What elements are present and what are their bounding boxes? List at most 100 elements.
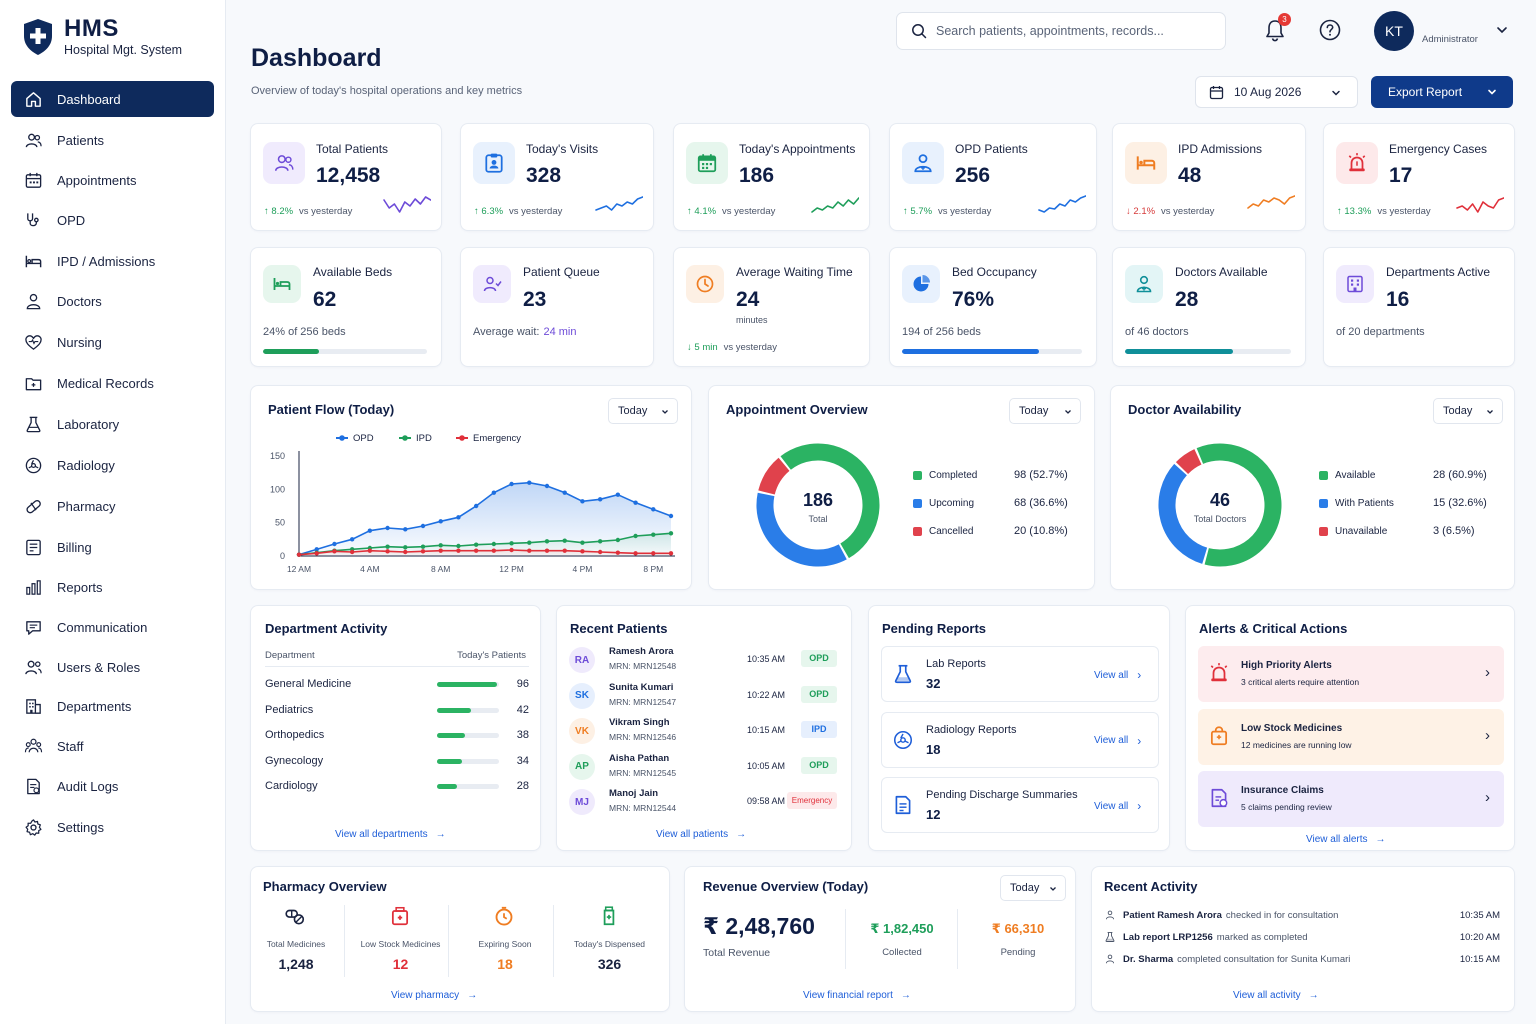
view-all-link[interactable]: View all › <box>1094 668 1141 682</box>
sidebar-item-reports[interactable]: Reports <box>11 569 214 605</box>
sidebar-item-nursing[interactable]: Nursing <box>11 324 214 360</box>
pharmacy-stat[interactable]: Low Stock Medicines 12 <box>343 897 458 977</box>
sidebar-item-appointments[interactable]: Appointments <box>11 162 214 198</box>
kpi-card-4[interactable]: IPD Admissions 48 ↓ 2.1% vs yesterday <box>1112 123 1306 231</box>
report-item[interactable]: Pending Discharge Summaries 12 View all › <box>881 777 1159 833</box>
list-item[interactable]: SK Sunita Kumari MRN: MRN12547 10:22 AM OPD <box>569 680 841 714</box>
view-financial-report-link[interactable]: View financial report → <box>803 990 911 1001</box>
activity-item[interactable]: Dr. Sharma completed consultation for Sun… <box>1104 952 1500 972</box>
kpi-value: 17 <box>1389 164 1413 187</box>
list-item[interactable]: VK Vikram Singh MRN: MRN12546 10:15 AM IPD <box>569 715 841 749</box>
stat-card-2[interactable]: Average Waiting Time 24 minutes ↓ 5 min vs y… <box>673 247 870 367</box>
app-logo[interactable]: HMS Hospital Mgt. System <box>22 16 182 57</box>
search-input[interactable]: Search patients, appointments, records..… <box>896 12 1226 50</box>
report-item[interactable]: Lab Reports 32 View all › <box>881 646 1159 702</box>
sidebar-item-audit-logs[interactable]: Audit Logs <box>11 768 214 804</box>
stat-card-5[interactable]: Departments Active 16 of 20 departments <box>1323 247 1515 367</box>
sidebar-item-users-roles[interactable]: Users & Roles <box>11 649 214 685</box>
activity-item[interactable]: Lab report LRP1256 marked as completed 10:… <box>1104 930 1500 950</box>
pharmacy-stat[interactable]: Total Medicines 1,248 <box>239 897 353 975</box>
activity-desc: completed consultation for Sunita Kumari <box>1177 954 1351 965</box>
report-item[interactable]: Radiology Reports 18 View all › <box>881 711 1159 768</box>
kpi-card-3[interactable]: OPD Patients 256 ↑ 5.7% vs yesterday <box>889 123 1097 231</box>
table-row[interactable]: Orthopedics 38 <box>265 727 529 747</box>
list-item[interactable]: MJ Manoj Jain MRN: MRN12544 09:58 AM Emergen… <box>569 786 841 820</box>
alert-item[interactable]: Insurance Claims 5 claims pending review › <box>1198 771 1504 827</box>
doctor-range-select[interactable]: Today <box>1433 398 1503 424</box>
stat-card-1[interactable]: Patient Queue 23 Average wait: 24 min <box>460 247 654 367</box>
legend-swatch <box>1319 471 1328 480</box>
pills-icon <box>284 905 306 930</box>
activity-item[interactable]: Patient Ramesh Arora checked in for consu… <box>1104 908 1500 928</box>
revenue-range-select[interactable]: Today <box>1000 875 1066 901</box>
data-point <box>580 540 585 545</box>
stat-card-4[interactable]: Doctors Available 28 of 46 doctors <box>1112 247 1306 367</box>
kpi-label: IPD Admissions <box>1178 142 1263 156</box>
kpi-card-2[interactable]: Today's Appointments 186 ↑ 4.1% vs yesterda… <box>673 123 870 231</box>
activity-bar <box>437 733 499 738</box>
date-value: 10 Aug 2026 <box>1234 85 1302 99</box>
view-all-link[interactable]: View all › <box>1094 734 1141 748</box>
search-placeholder: Search patients, appointments, records..… <box>936 24 1164 38</box>
delta-value: 2.1% <box>1133 206 1156 217</box>
chevron-down-icon <box>1487 410 1493 414</box>
sidebar-item-opd[interactable]: OPD <box>11 202 214 238</box>
table-row[interactable]: Pediatrics 42 <box>265 702 529 722</box>
pharmacy-stat[interactable]: Today's Dispensed 326 <box>552 897 667 977</box>
data-point <box>633 533 638 539</box>
patient-flow-range-select[interactable]: Today <box>608 398 678 424</box>
kpi-card-0[interactable]: Total Patients 12,458 ↑ 8.2% vs yesterday <box>250 123 442 231</box>
view-all-alerts-link[interactable]: View all alerts → <box>1306 834 1386 845</box>
sidebar-item-staff[interactable]: Staff <box>11 728 214 764</box>
table-row[interactable]: General Medicine 96 <box>265 676 529 696</box>
table-row[interactable]: Gynecology 34 <box>265 753 529 773</box>
date-picker[interactable]: 10 Aug 2026 <box>1195 76 1358 108</box>
view-all-activity-link[interactable]: View all activity → <box>1233 990 1319 1001</box>
sidebar-item-radiology[interactable]: Radiology <box>11 447 214 483</box>
data-point <box>491 541 497 547</box>
data-point <box>580 549 585 554</box>
pharmacy-stat[interactable]: Expiring Soon 18 <box>448 897 562 977</box>
kpi-card-5[interactable]: Emergency Cases 17 ↑ 13.3% vs yesterday <box>1323 123 1515 231</box>
view-all-patients-link[interactable]: View all patients → <box>656 829 746 840</box>
kpi-delta: ↑ 5.7% vs yesterday <box>903 206 991 217</box>
sidebar-item-pharmacy[interactable]: Pharmacy <box>11 488 214 524</box>
stat-card-0[interactable]: Available Beds 62 24% of 256 beds <box>250 247 442 367</box>
activity-desc: checked in for consultation <box>1225 910 1339 921</box>
stat-value: 24 <box>736 288 760 311</box>
department-name: Gynecology <box>265 754 324 767</box>
data-point <box>562 490 567 495</box>
export-report-button[interactable]: Export Report <box>1371 76 1513 108</box>
alert-item[interactable]: Low Stock Medicines 12 medicines are runn… <box>1198 708 1504 765</box>
stat-card-3[interactable]: Bed Occupancy 76% 194 of 256 beds <box>889 247 1097 367</box>
user-avatar[interactable]: KT <box>1374 11 1414 51</box>
sidebar-item-doctors[interactable]: Doctors <box>11 283 214 319</box>
view-pharmacy-link[interactable]: View pharmacy → <box>391 990 477 1001</box>
table-row[interactable]: Cardiology 28 <box>265 778 529 798</box>
building-icon <box>22 695 44 717</box>
stat-sub-prefix: Average wait: <box>473 326 540 338</box>
sidebar-item-medical-records[interactable]: Medical Records <box>11 365 214 401</box>
sidebar-item-billing[interactable]: Billing <box>11 529 214 565</box>
chevron-down-icon[interactable] <box>1496 24 1508 36</box>
alert-item[interactable]: High Priority Alerts 3 critical alerts re… <box>1198 646 1504 702</box>
shopping-bag-icon <box>1208 725 1230 750</box>
list-item[interactable]: AP Aisha Pathan MRN: MRN12545 10:05 AM OPD <box>569 751 841 785</box>
sidebar-item-patients[interactable]: Patients <box>11 122 214 158</box>
sidebar-item-laboratory[interactable]: Laboratory <box>11 406 214 442</box>
view-all-link[interactable]: View all › <box>1094 799 1141 813</box>
audit-icon <box>22 775 44 797</box>
arrow-right-icon: → <box>1375 834 1386 845</box>
sidebar-item-communication[interactable]: Communication <box>11 609 214 645</box>
appointment-range-select[interactable]: Today <box>1009 398 1081 424</box>
kpi-card-1[interactable]: Today's Visits 328 ↑ 6.3% vs yesterday <box>460 123 654 231</box>
alerts-card: Alerts & Critical Actions View all alert… <box>1185 605 1515 851</box>
list-item[interactable]: RA Ramesh Arora MRN: MRN12548 10:35 AM OPD <box>569 644 841 678</box>
sidebar-item-settings[interactable]: Settings <box>11 809 214 845</box>
sidebar-item-departments[interactable]: Departments <box>11 688 214 724</box>
users-icon <box>263 142 305 184</box>
sidebar-item-ipd-admissions[interactable]: IPD / Admissions <box>11 243 214 279</box>
help-icon[interactable] <box>1319 19 1341 41</box>
view-all-departments-link[interactable]: View all departments → <box>335 829 446 840</box>
sidebar-item-dashboard[interactable]: Dashboard <box>11 81 214 117</box>
